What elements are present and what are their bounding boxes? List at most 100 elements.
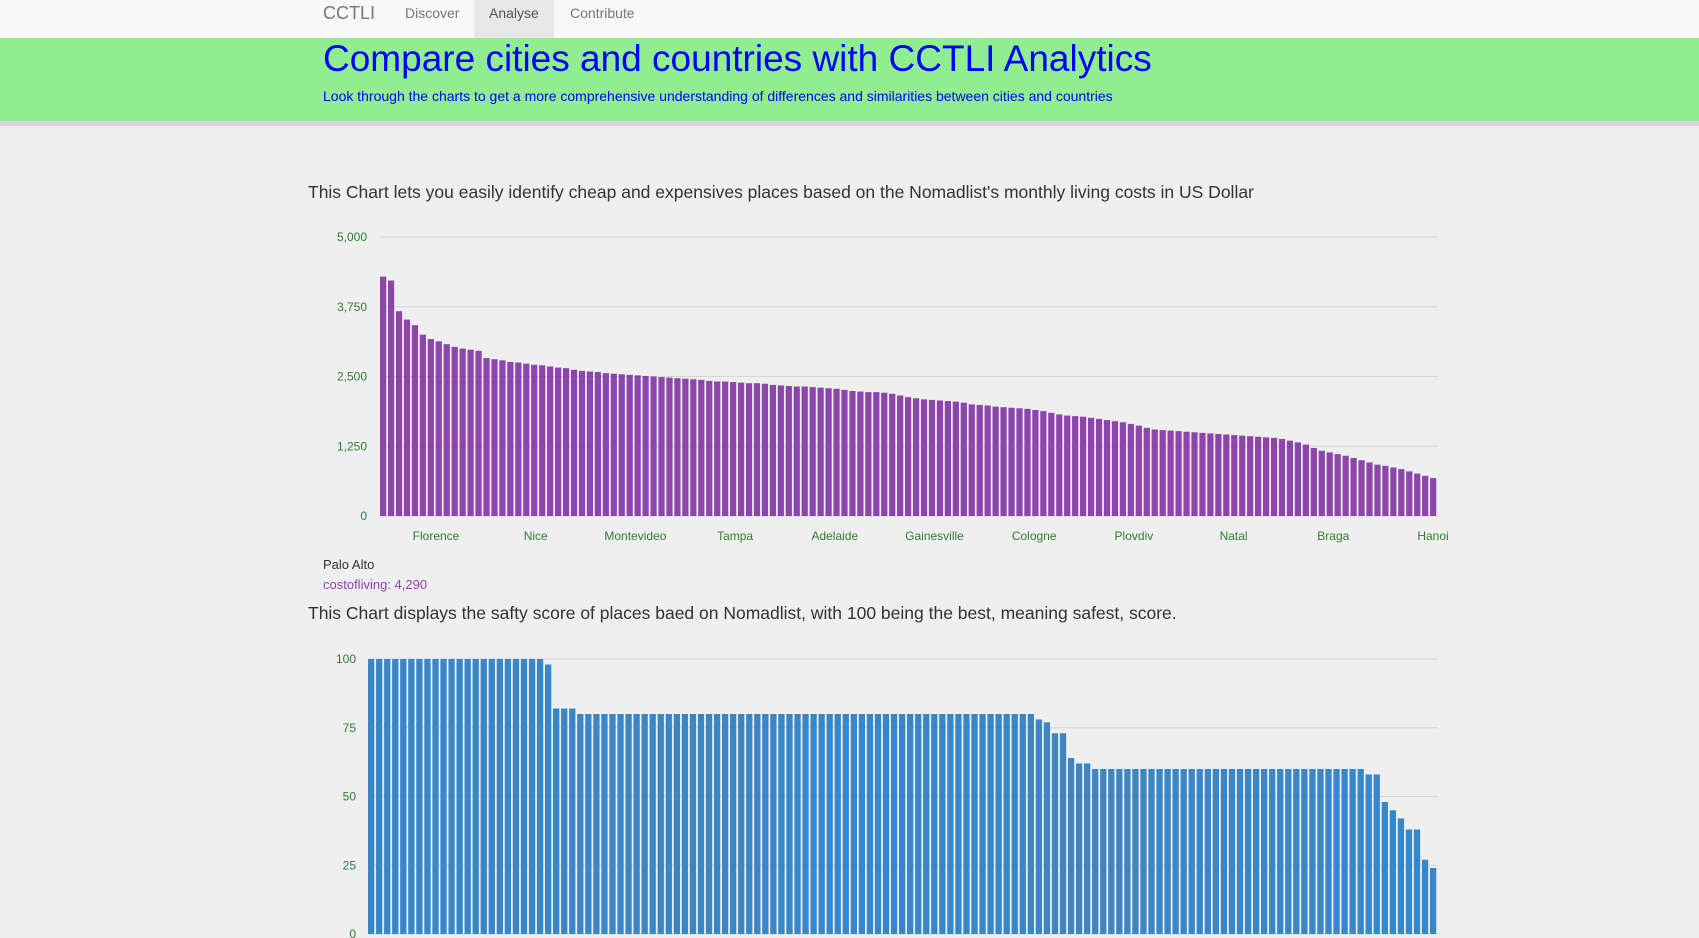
bar[interactable] <box>762 714 769 934</box>
bar[interactable] <box>1180 769 1187 934</box>
bar[interactable] <box>384 659 391 934</box>
bar[interactable] <box>515 362 522 516</box>
bar[interactable] <box>1156 769 1163 934</box>
bar[interactable] <box>753 383 761 516</box>
bar[interactable] <box>1414 473 1421 516</box>
bar[interactable] <box>1175 431 1182 516</box>
bar[interactable] <box>1087 417 1095 516</box>
bar[interactable] <box>1003 714 1010 934</box>
bar[interactable] <box>1072 416 1079 516</box>
bar[interactable] <box>1040 411 1047 516</box>
bar[interactable] <box>1398 469 1405 516</box>
bar[interactable] <box>681 714 689 934</box>
bar[interactable] <box>777 385 784 516</box>
bar[interactable] <box>1397 818 1405 935</box>
bar[interactable] <box>1108 769 1115 934</box>
bar[interactable] <box>995 714 1002 934</box>
bar[interactable] <box>1421 859 1429 934</box>
bar[interactable] <box>1124 769 1131 934</box>
bar[interactable] <box>968 404 975 516</box>
bar[interactable] <box>682 378 689 516</box>
bar[interactable] <box>697 714 705 934</box>
nav-discover[interactable]: Discover <box>405 5 460 21</box>
bar[interactable] <box>858 714 866 934</box>
bar[interactable] <box>440 659 447 934</box>
bar[interactable] <box>665 714 672 934</box>
bar[interactable] <box>737 382 745 516</box>
bar[interactable] <box>1231 435 1238 516</box>
bar[interactable] <box>818 714 825 934</box>
bar[interactable] <box>713 714 721 934</box>
bar[interactable] <box>1228 769 1236 934</box>
bar[interactable] <box>380 276 387 516</box>
bar[interactable] <box>1341 769 1348 934</box>
bar[interactable] <box>536 659 544 934</box>
bar[interactable] <box>610 373 617 516</box>
bar[interactable] <box>928 399 936 516</box>
bar[interactable] <box>1317 769 1324 934</box>
bar[interactable] <box>467 349 474 516</box>
bar[interactable] <box>472 659 479 934</box>
bar[interactable] <box>952 401 959 516</box>
bar[interactable] <box>738 714 745 934</box>
bar[interactable] <box>963 714 970 934</box>
bar[interactable] <box>1095 418 1103 516</box>
bar[interactable] <box>817 387 824 516</box>
bar[interactable] <box>939 714 946 934</box>
bar[interactable] <box>424 659 431 934</box>
bar[interactable] <box>912 398 920 516</box>
bar[interactable] <box>602 373 609 516</box>
bar[interactable] <box>706 380 713 516</box>
bar[interactable] <box>1357 769 1364 934</box>
bar[interactable] <box>1111 421 1119 516</box>
bar[interactable] <box>761 383 769 516</box>
bar[interactable] <box>1100 769 1107 934</box>
bar[interactable] <box>721 714 729 934</box>
bar[interactable] <box>419 334 426 516</box>
bar[interactable] <box>1215 433 1222 516</box>
bar[interactable] <box>1048 412 1055 516</box>
bar[interactable] <box>915 714 922 934</box>
bar[interactable] <box>1132 769 1139 934</box>
bar[interactable] <box>1389 810 1397 934</box>
bar[interactable] <box>585 714 592 934</box>
bar[interactable] <box>1064 415 1071 516</box>
bar[interactable] <box>570 369 578 516</box>
bar[interactable] <box>1301 769 1308 934</box>
bar[interactable] <box>601 714 608 934</box>
bar[interactable] <box>578 370 586 516</box>
bar[interactable] <box>976 404 983 516</box>
bar[interactable] <box>1212 769 1220 934</box>
bar[interactable] <box>833 388 840 516</box>
bar[interactable] <box>931 714 938 934</box>
bar[interactable] <box>802 714 809 934</box>
bar[interactable] <box>1199 432 1206 516</box>
bar[interactable] <box>1373 774 1380 935</box>
bar[interactable] <box>722 381 729 516</box>
bar[interactable] <box>801 386 808 516</box>
bar[interactable] <box>865 392 872 516</box>
bar[interactable] <box>1350 457 1357 516</box>
bar[interactable] <box>1342 455 1349 516</box>
bar[interactable] <box>658 377 665 516</box>
bar[interactable] <box>464 659 471 934</box>
bar[interactable] <box>625 714 632 934</box>
bar[interactable] <box>960 402 967 516</box>
bar[interactable] <box>881 392 888 516</box>
bar[interactable] <box>1366 462 1373 516</box>
bar[interactable] <box>898 714 906 934</box>
bar[interactable] <box>786 714 793 934</box>
bar[interactable] <box>850 714 857 934</box>
bar[interactable] <box>778 714 785 934</box>
bar[interactable] <box>1151 429 1158 516</box>
bar[interactable] <box>1430 478 1437 516</box>
bar[interactable] <box>1365 774 1372 935</box>
bar[interactable] <box>408 659 415 934</box>
bar[interactable] <box>690 379 697 516</box>
bar[interactable] <box>809 387 816 516</box>
bar[interactable] <box>577 714 584 934</box>
bar[interactable] <box>1116 769 1123 934</box>
bar[interactable] <box>1188 769 1195 934</box>
bar[interactable] <box>826 714 833 934</box>
bar[interactable] <box>1244 769 1252 934</box>
